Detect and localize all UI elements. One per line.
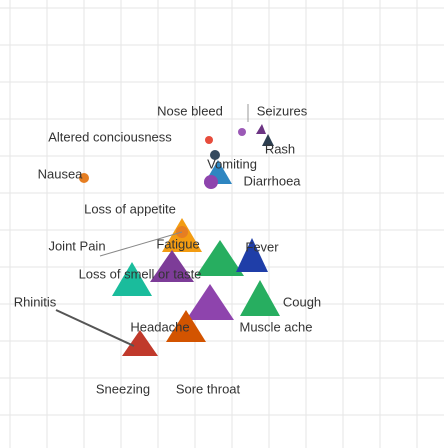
node-label: Diarrhoea bbox=[243, 173, 301, 188]
node-label: Headache bbox=[130, 319, 189, 334]
node-label: Cough bbox=[283, 294, 321, 309]
node-label: Nose bleed bbox=[157, 103, 223, 118]
node-label: Rhinitis bbox=[14, 294, 57, 309]
node-label: Vomiting bbox=[207, 156, 257, 171]
node-label: Joint Pain bbox=[48, 238, 105, 253]
node-label: Loss of appetite bbox=[84, 201, 176, 216]
node-label: Altered conciousness bbox=[48, 129, 172, 144]
node-label: Fatigue bbox=[156, 236, 199, 251]
node-label: Loss of smell or taste bbox=[79, 266, 202, 281]
node-label: Muscle ache bbox=[240, 319, 313, 334]
node-label: Seizures bbox=[257, 103, 308, 118]
node-label: Sneezing bbox=[96, 381, 150, 396]
node-label: Fever bbox=[245, 239, 279, 254]
markers bbox=[55, 104, 280, 356]
node-label: Nausea bbox=[38, 166, 84, 181]
node-label: Sore throat bbox=[176, 381, 241, 396]
node-label: Rash bbox=[265, 141, 295, 156]
